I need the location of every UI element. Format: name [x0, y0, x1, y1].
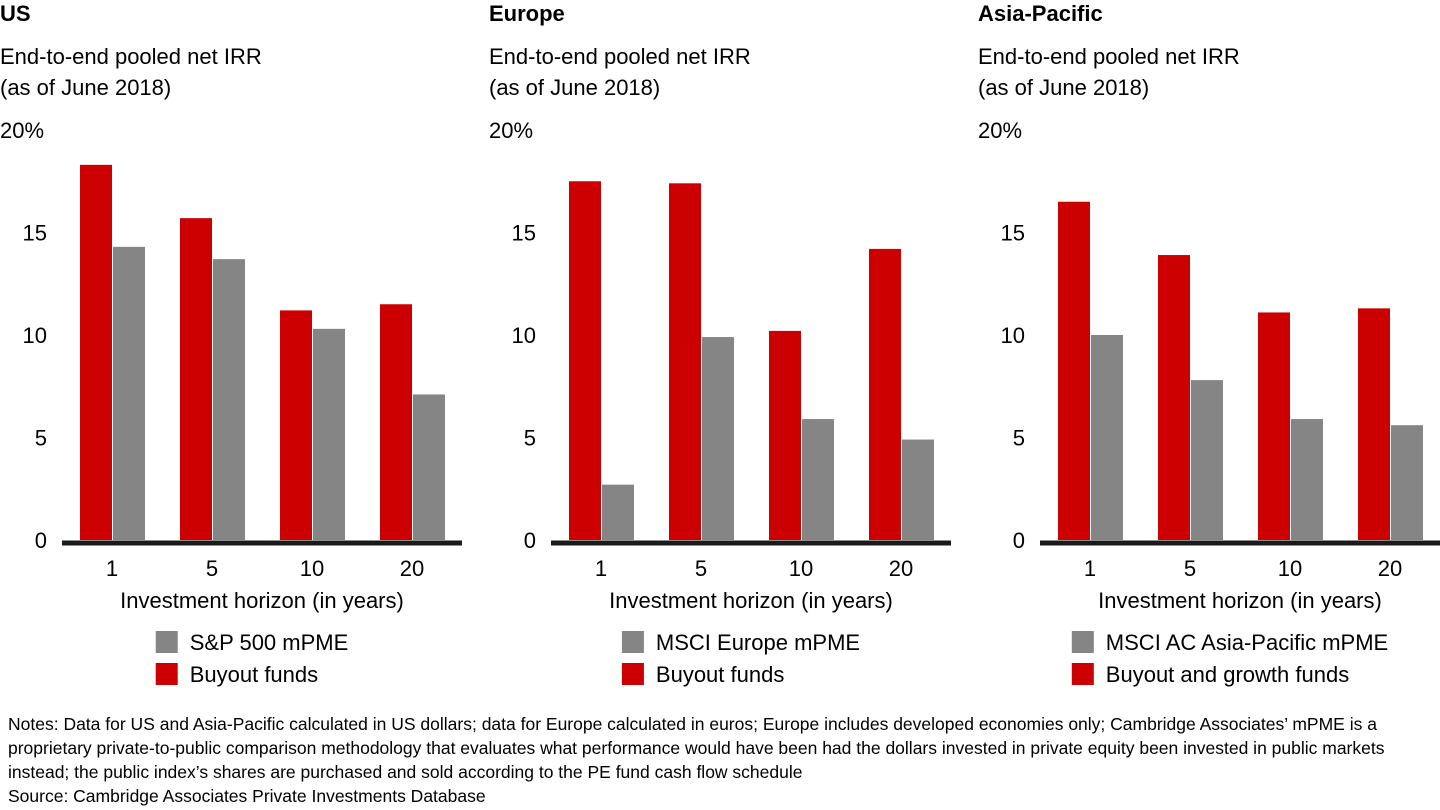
legend-swatch	[621, 663, 644, 685]
bar	[869, 248, 901, 540]
legend-swatch	[1071, 631, 1094, 653]
legend-label: Buyout funds	[190, 662, 318, 687]
panel-title: Europe	[489, 1, 565, 26]
y-tick-label: 15	[512, 221, 536, 246]
y-tick-label: 5	[524, 426, 536, 451]
y-tick-label: 5	[35, 426, 47, 451]
x-tick-label: 20	[1378, 556, 1402, 581]
bar	[1391, 425, 1423, 540]
subtitle: End-to-end pooled net IRR	[0, 44, 262, 69]
legend: S&P 500 mPME Buyout funds	[155, 630, 349, 687]
bar	[669, 183, 701, 541]
y-tick-label: 10	[1001, 323, 1025, 348]
x-tick-label: 10	[789, 556, 813, 581]
bar	[113, 246, 145, 540]
bar	[1191, 380, 1223, 540]
footnotes: Notes: Data for US and Asia-Pacific calc…	[8, 712, 1436, 808]
bar	[1291, 419, 1323, 540]
source: Source: Cambridge Associates Private Inv…	[8, 786, 486, 806]
x-tick-label: 5	[1184, 556, 1196, 581]
bar	[1258, 312, 1290, 540]
panel: US End-to-end pooled net IRR (as of June 2…	[0, 1, 462, 687]
bar	[1358, 308, 1390, 540]
x-axis-label: Investment horizon (in years)	[120, 588, 404, 613]
legend: MSCI AC Asia-Pacific mPME Buyout and grow…	[1071, 630, 1388, 687]
bar	[1091, 335, 1123, 540]
y-tick-label: 10	[23, 323, 47, 348]
bar	[280, 310, 312, 540]
bar	[702, 337, 734, 540]
y-tick-label: 0	[35, 528, 47, 553]
y-tick-label: 20%	[0, 118, 44, 143]
legend-label: MSCI AC Asia-Pacific mPME	[1106, 630, 1388, 655]
subtitle: (as of June 2018)	[489, 75, 660, 100]
y-tick-label: 0	[524, 528, 536, 553]
bar	[602, 484, 634, 540]
y-tick-label: 15	[23, 221, 47, 246]
y-tick-label: 0	[1013, 528, 1025, 553]
y-tick-label: 20%	[978, 118, 1022, 143]
bar	[769, 330, 801, 540]
charts: US End-to-end pooled net IRR (as of June 2…	[0, 1, 1440, 687]
bar	[313, 328, 345, 540]
x-axis-label: Investment horizon (in years)	[1098, 588, 1382, 613]
x-tick-label: 10	[1278, 556, 1302, 581]
legend-label: S&P 500 mPME	[190, 630, 349, 655]
legend-label: MSCI Europe mPME	[656, 630, 860, 655]
subtitle: (as of June 2018)	[978, 75, 1149, 100]
bar	[802, 419, 834, 540]
y-tick-label: 10	[512, 323, 536, 348]
bar	[213, 259, 245, 540]
y-tick-label: 20%	[489, 118, 533, 143]
x-tick-label: 5	[206, 556, 218, 581]
panel: Asia-Pacific End-to-end pooled net IRR (as…	[978, 1, 1440, 687]
bar	[902, 439, 934, 540]
x-tick-label: 10	[300, 556, 324, 581]
x-tick-label: 1	[106, 556, 118, 581]
x-tick-label: 20	[400, 556, 424, 581]
subtitle: (as of June 2018)	[0, 75, 171, 100]
bar	[380, 304, 412, 540]
bar	[569, 181, 601, 540]
subtitle: End-to-end pooled net IRR	[978, 44, 1240, 69]
panel-title: Asia-Pacific	[978, 1, 1103, 26]
bar	[180, 218, 212, 540]
bar	[413, 394, 445, 540]
legend-label: Buyout and growth funds	[1106, 662, 1349, 687]
x-tick-label: 5	[695, 556, 707, 581]
legend-swatch	[621, 631, 644, 653]
x-tick-label: 20	[889, 556, 913, 581]
bar	[1158, 255, 1190, 541]
panel: Europe End-to-end pooled net IRR (as of Ju…	[489, 1, 951, 687]
x-axis-label: Investment horizon (in years)	[609, 588, 893, 613]
legend-swatch	[155, 631, 178, 653]
x-tick-label: 1	[595, 556, 607, 581]
subtitle: End-to-end pooled net IRR	[489, 44, 751, 69]
notes: Notes: Data for US and Asia-Pacific calc…	[8, 714, 1385, 782]
legend-swatch	[155, 663, 178, 685]
legend-label: Buyout funds	[656, 662, 784, 687]
panel-title: US	[0, 1, 31, 26]
y-tick-label: 15	[1001, 221, 1025, 246]
x-tick-label: 1	[1084, 556, 1096, 581]
bar	[80, 164, 112, 540]
legend-swatch	[1071, 663, 1094, 685]
y-tick-label: 5	[1013, 426, 1025, 451]
bar	[1058, 201, 1090, 540]
legend: MSCI Europe mPME Buyout funds	[621, 630, 860, 687]
